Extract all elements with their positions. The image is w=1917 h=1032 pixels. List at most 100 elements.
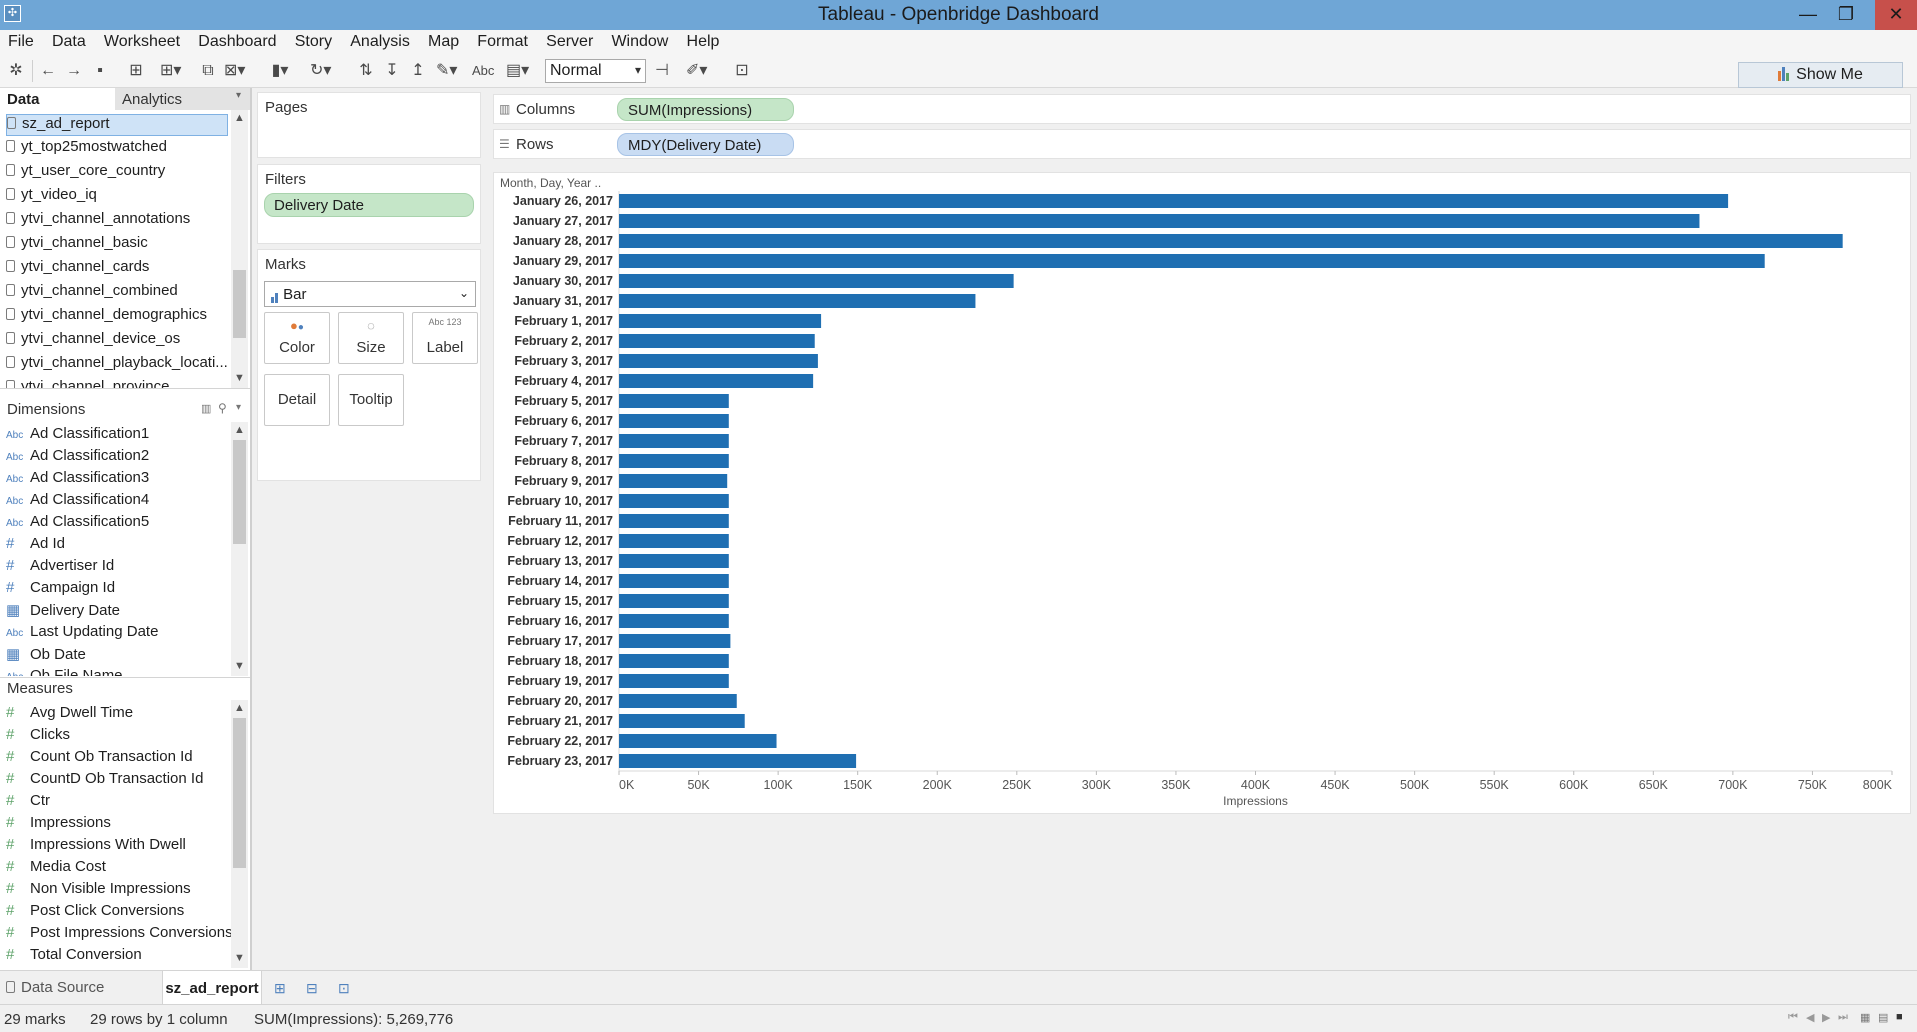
bar-mark[interactable] <box>619 194 1729 208</box>
rows-pill-delivery-date[interactable]: MDY(Delivery Date) <box>617 133 794 156</box>
impressions-bar-chart[interactable]: Month, Day, Year .. January 26, 2017 Janu… <box>494 173 1910 813</box>
measure-field[interactable]: # Impressions <box>6 814 111 831</box>
scroll-down-icon[interactable]: ▼ <box>234 660 245 672</box>
dimensions-scrollbar[interactable]: ▲ ▼ <box>231 422 248 676</box>
label-button[interactable]: Abc 123 Label <box>412 312 478 364</box>
menu-data[interactable]: Data <box>51 33 86 50</box>
data-sources-scrollbar[interactable]: ▲ ▼ <box>231 110 248 388</box>
refresh-icon[interactable]: ↻▾ <box>310 62 332 79</box>
pane-menu-icon[interactable]: ▾ <box>236 90 242 101</box>
dimension-field[interactable]: Abc Ad Classification2 <box>6 447 150 464</box>
scroll-up-icon[interactable]: ▲ <box>234 424 245 436</box>
fit-dropdown[interactable]: Normal ▾ <box>545 59 646 83</box>
chevron-down-icon[interactable]: ▾ <box>236 402 242 413</box>
bar-mark[interactable] <box>619 554 729 568</box>
sheet-tab-active[interactable]: sz_ad_report <box>162 971 262 1005</box>
color-button[interactable]: ●● Color <box>264 312 330 364</box>
show-me-button[interactable]: Show Me <box>1738 62 1903 88</box>
tab-analytics[interactable]: Analytics <box>122 91 183 108</box>
highlight-icon[interactable]: ✎▾ <box>436 62 458 79</box>
size-button[interactable]: ◌ Size <box>338 312 404 364</box>
bar-mark[interactable] <box>619 574 729 588</box>
mark-type-dropdown[interactable]: Bar ⌄ <box>264 281 476 307</box>
bar-mark[interactable] <box>619 274 1014 288</box>
menu-server[interactable]: Server <box>546 33 594 50</box>
close-button[interactable]: ✕ <box>1875 0 1917 30</box>
data-source-tab[interactable]: Data Source <box>6 979 104 996</box>
data-source-item[interactable]: ytvi_channel_combined <box>6 282 228 304</box>
measure-field[interactable]: # Total Conversion <box>6 946 142 963</box>
measure-field[interactable]: # Non Visible Impressions <box>6 880 191 897</box>
bar-mark[interactable] <box>619 294 976 308</box>
measure-field[interactable]: # Post Impressions Conversions <box>6 924 233 941</box>
dimension-field[interactable]: ▦ Ob Date <box>6 646 86 663</box>
bar-mark[interactable] <box>619 614 729 628</box>
fix-axes-icon[interactable]: ▤▾ <box>506 62 530 79</box>
presentation-mode-icon[interactable]: ⊡ <box>735 62 749 79</box>
data-source-item[interactable]: ytvi_channel_province <box>6 378 228 388</box>
menu-story[interactable]: Story <box>294 33 333 50</box>
dimension-field[interactable]: Abc Ad Classification3 <box>6 469 150 486</box>
format-icon[interactable]: ✐▾ <box>686 62 708 79</box>
worksheet-view[interactable]: Month, Day, Year .. January 26, 2017 Janu… <box>493 172 1911 814</box>
data-source-item[interactable]: yt_video_iq <box>6 186 228 208</box>
duplicate-sheet-icon[interactable]: ⧉ <box>202 62 214 79</box>
search-icon[interactable]: ⚲ <box>218 401 227 415</box>
menu-analysis[interactable]: Analysis <box>350 33 410 50</box>
swap-icon[interactable]: ⇅ <box>359 62 373 79</box>
sheet-sorter-icon[interactable]: ▦ <box>1860 1012 1871 1024</box>
filter-pill-delivery-date[interactable]: Delivery Date <box>264 193 474 217</box>
new-dashboard-icon[interactable]: ⊟ <box>306 980 318 996</box>
bar-mark[interactable] <box>619 634 731 648</box>
sort-descending-icon[interactable]: ↥ <box>411 62 425 79</box>
scroll-down-icon[interactable]: ▼ <box>234 952 245 964</box>
data-source-item[interactable]: ytvi_channel_annotations <box>6 210 228 232</box>
bar-mark[interactable] <box>619 234 1843 248</box>
menu-file[interactable]: File <box>8 33 34 50</box>
dimension-field[interactable]: Abc Ad Classification5 <box>6 513 150 530</box>
measure-field[interactable]: # Clicks <box>6 726 70 743</box>
bar-mark[interactable] <box>619 414 729 428</box>
bar-mark[interactable] <box>619 214 1700 228</box>
bar-mark[interactable] <box>619 474 728 488</box>
bar-mark[interactable] <box>619 754 857 768</box>
bar-mark[interactable] <box>619 534 729 548</box>
new-data-source-icon[interactable]: ⊞ <box>129 62 143 79</box>
first-sheet-icon[interactable]: ⏮ <box>1788 1011 1798 1023</box>
bar-mark[interactable] <box>619 654 729 668</box>
columns-pill-sum-impressions[interactable]: SUM(Impressions) <box>617 98 794 121</box>
bar-mark[interactable] <box>619 494 729 508</box>
pause-updates-icon[interactable]: ▮▾ <box>271 62 289 79</box>
scroll-thumb[interactable] <box>233 718 246 868</box>
measure-field[interactable]: # Ctr <box>6 792 50 809</box>
prev-sheet-icon[interactable]: ◀ <box>1806 1012 1815 1024</box>
pin-icon[interactable]: ⊣ <box>655 62 669 79</box>
filmstrip-icon[interactable]: ▤ <box>1878 1012 1889 1024</box>
minimize-button[interactable]: — <box>1799 4 1817 24</box>
data-source-item[interactable]: ytvi_channel_basic <box>6 234 228 256</box>
measure-field[interactable]: # CountD Ob Transaction Id <box>6 770 204 787</box>
columns-shelf[interactable]: ▥ Columns SUM(Impressions) <box>493 94 1911 124</box>
tab-data[interactable]: Data <box>0 88 115 110</box>
bar-mark[interactable] <box>619 514 729 528</box>
dimension-field[interactable]: AbcOb File Name <box>6 667 123 676</box>
save-icon[interactable]: ▪ <box>97 62 103 79</box>
bar-mark[interactable] <box>619 354 818 368</box>
bar-mark[interactable] <box>619 734 777 748</box>
data-source-item[interactable]: yt_user_core_country <box>6 162 228 184</box>
next-sheet-icon[interactable]: ▶ <box>1822 1012 1831 1024</box>
show-mark-labels-button[interactable]: Abc <box>472 63 495 78</box>
redo-icon[interactable]: → <box>66 62 82 79</box>
clear-sheet-icon[interactable]: ⊠▾ <box>224 62 246 79</box>
bar-mark[interactable] <box>619 714 745 728</box>
menu-worksheet[interactable]: Worksheet <box>103 33 181 50</box>
data-source-item[interactable]: ytvi_channel_cards <box>6 258 228 280</box>
menu-format[interactable]: Format <box>477 33 528 50</box>
data-source-item[interactable]: sz_ad_report <box>6 114 228 136</box>
measure-field[interactable]: # Impressions With Dwell <box>6 836 186 853</box>
detail-button[interactable]: Detail <box>264 374 330 426</box>
pages-card[interactable]: Pages <box>257 92 481 158</box>
dimension-field[interactable]: # Advertiser Id <box>6 557 115 574</box>
bar-mark[interactable] <box>619 374 814 388</box>
measure-field[interactable]: # Avg Dwell Time <box>6 704 134 721</box>
